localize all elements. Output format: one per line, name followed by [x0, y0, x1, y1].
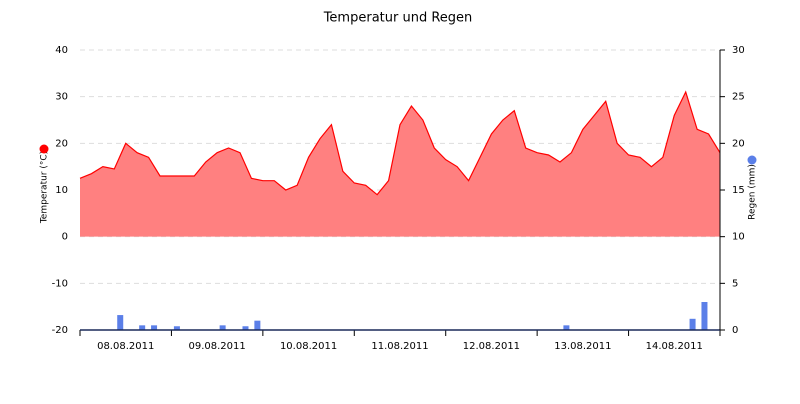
bar: [563, 325, 570, 330]
area-line: [79, 90, 721, 196]
y-tick-label: 30: [55, 92, 68, 103]
bar: [139, 325, 146, 330]
x-tick-label: 09.08.2011: [189, 341, 246, 352]
bar: [254, 320, 261, 330]
legend-dot: [747, 155, 757, 165]
y-tick-label: -20: [52, 325, 68, 336]
x-tick-label: 13.08.2011: [554, 341, 611, 352]
bar: [151, 325, 158, 330]
y-tick-label: -10: [52, 278, 68, 289]
legend-dot: [39, 144, 49, 154]
bar: [242, 326, 249, 330]
x-tick-label: 08.08.2011: [97, 341, 154, 352]
y2-tick-label: 20: [732, 138, 745, 149]
y-tick-label: 20: [55, 138, 68, 149]
y2-tick-label: 30: [732, 45, 745, 56]
y2-tick-label: 5: [732, 278, 738, 289]
x-tick-label: 10.08.2011: [280, 341, 337, 352]
y2-tick-label: 25: [732, 92, 745, 103]
area-fill: [80, 92, 720, 237]
y2-tick-label: 10: [732, 232, 745, 243]
y-tick-label: 10: [55, 185, 68, 196]
y-axis-label: Temperatur (°C): [40, 151, 50, 224]
y-tick-label: 40: [55, 45, 68, 56]
y2-axis-label: Regen (mm): [748, 164, 758, 220]
bar: [173, 326, 180, 330]
bar: [219, 325, 226, 330]
bar: [117, 315, 124, 330]
bar: [701, 302, 708, 330]
y2-tick-label: 0: [732, 325, 738, 336]
x-tick-label: 11.08.2011: [371, 341, 428, 352]
bar: [689, 318, 696, 330]
chart-title: Temperatur und Regen: [323, 11, 473, 26]
x-tick-label: 12.08.2011: [463, 341, 520, 352]
y-tick-label: 0: [62, 232, 68, 243]
y2-tick-label: 15: [732, 185, 745, 196]
legend-entry: Temperatur (°C): [40, 151, 50, 224]
x-tick-label: 14.08.2011: [646, 341, 703, 352]
legend-entry: Regen (mm): [748, 164, 758, 220]
